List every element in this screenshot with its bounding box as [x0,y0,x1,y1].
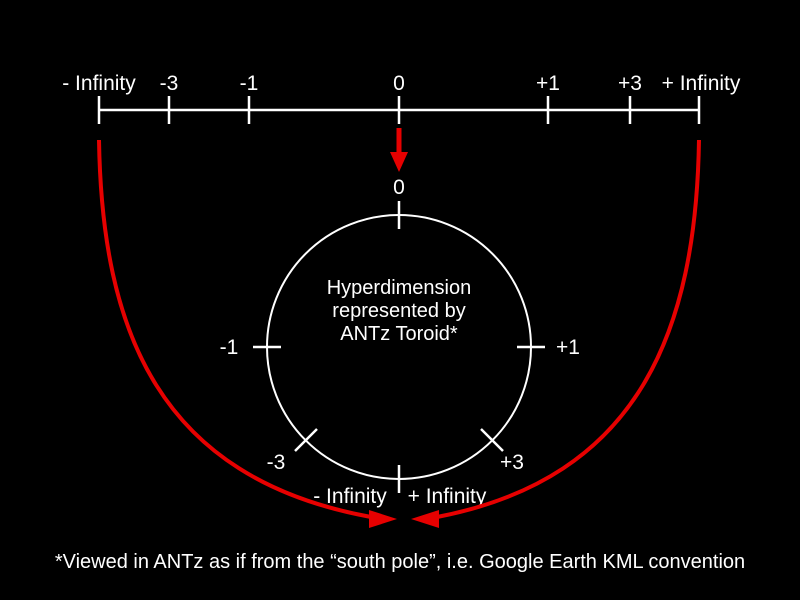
circle-caption-line-2: represented by [332,300,465,322]
number-line-label-zero: 0 [393,72,405,95]
wrap-curve-right [436,139,701,519]
circle-caption: Hyperdimension represented by ANTz Toroi… [327,277,472,345]
circle-caption-line-3: ANTz Toroid* [340,323,458,345]
number-line-label-neg-1: -1 [240,72,259,95]
circle-tick-lower-left [294,428,318,452]
circle-label-top-zero: 0 [393,176,405,199]
number-line-label-pos-1: +1 [536,72,560,95]
circle-tick-lower-right [480,428,504,452]
circle-label-bottom-neg-infinity: - Infinity [313,485,387,508]
circle-label-pos-3: +3 [500,451,524,474]
number-line-label-pos-infinity: + Infinity [662,72,741,95]
wrap-curve-right-arrow-left-icon [411,510,439,528]
wrap-curve-left-arrow-right-icon [369,510,397,528]
number-line-label-pos-3: +3 [618,72,642,95]
projection-arrow [390,128,408,172]
number-line-label-neg-3: -3 [160,72,179,95]
circle-label-neg-3: -3 [267,451,286,474]
number-line: - Infinity -3 -1 0 +1 +3 + Infinity [62,72,741,124]
circle-label-pos-1: +1 [556,336,580,359]
number-line-label-neg-infinity: - Infinity [62,72,136,95]
footnote-text: *Viewed in ANTz as if from the “south po… [55,551,745,573]
circle-label-neg-1: -1 [220,336,239,359]
projection-arrow-down-icon [390,152,408,172]
circle-caption-line-1: Hyperdimension [327,277,472,299]
circle-label-bottom-pos-infinity: + Infinity [408,485,487,508]
wrap-curve-left [97,139,372,519]
toroid-circle: 0 -1 +1 -3 +3 - Infinity + Infinity Hype… [220,176,580,508]
wrap-around-curves [97,139,701,528]
